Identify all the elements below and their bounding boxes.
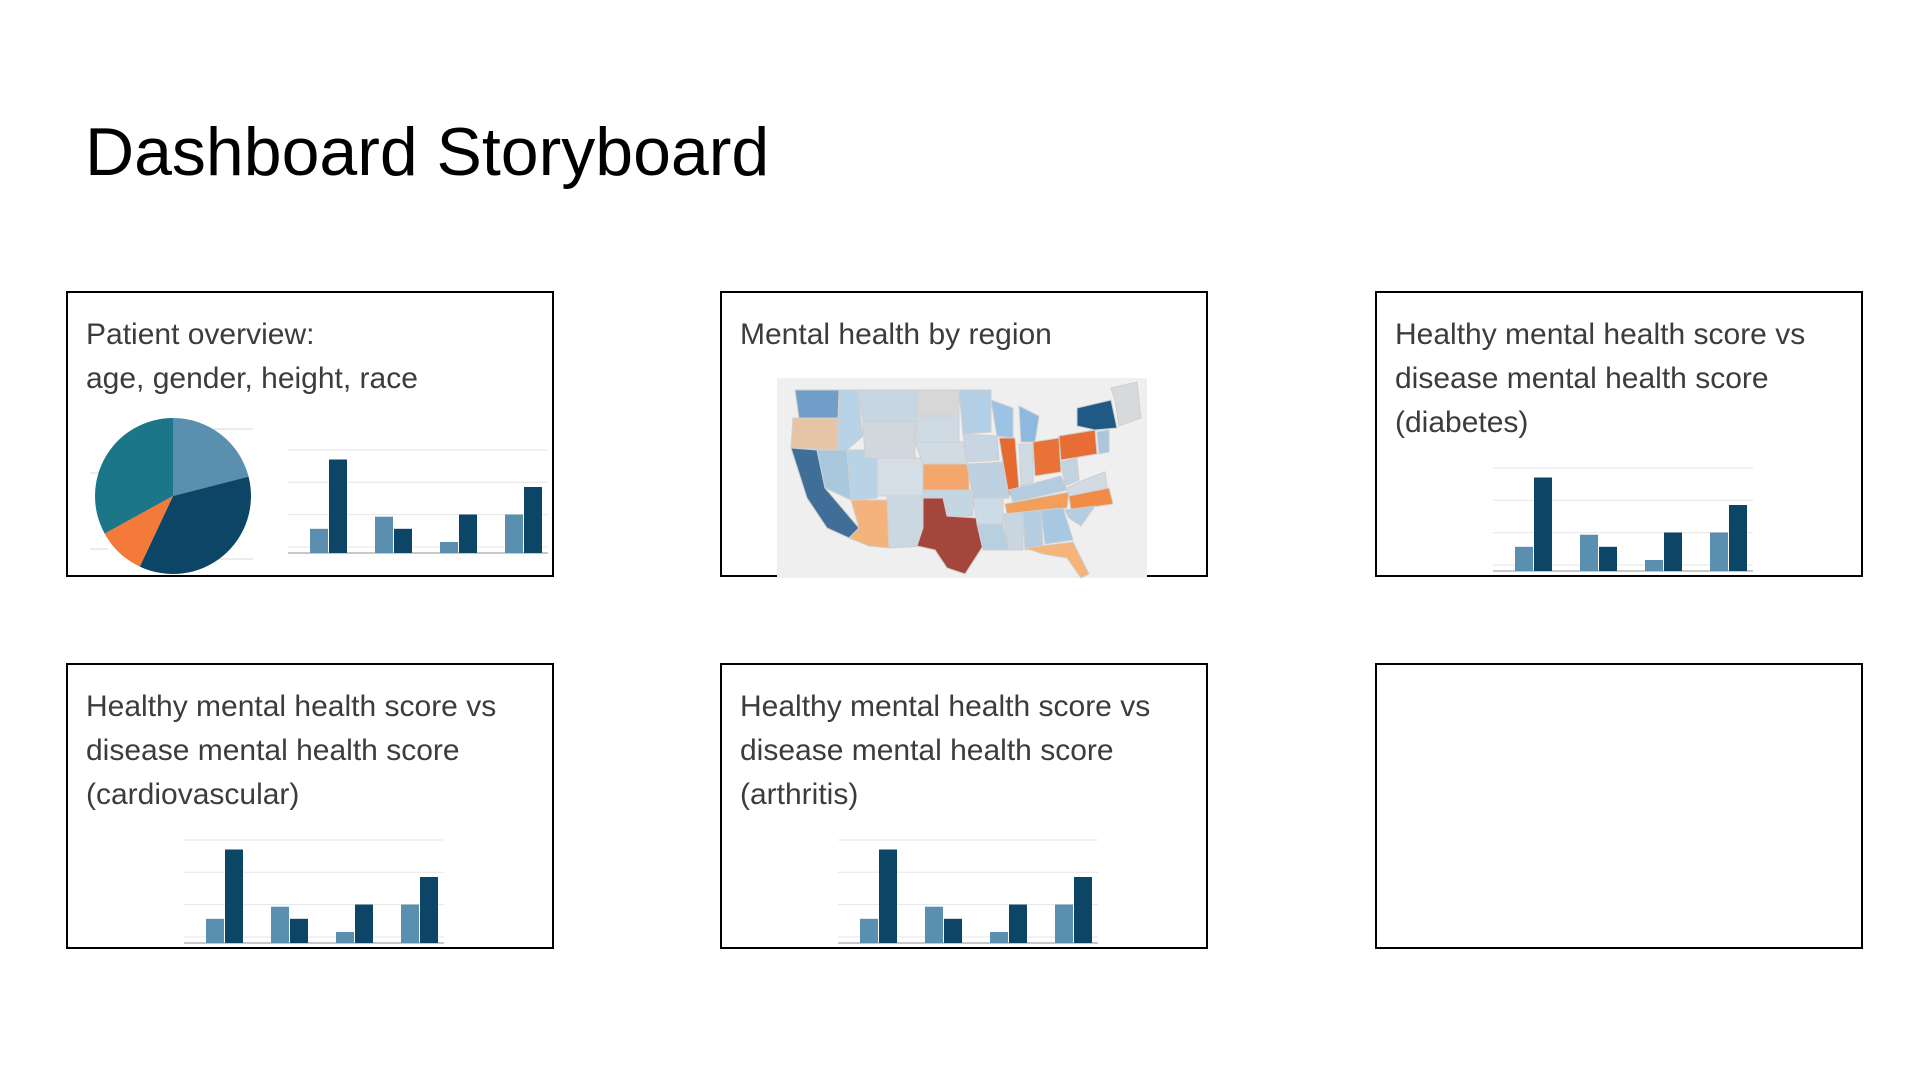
bar: [394, 528, 412, 553]
bar: [336, 932, 354, 943]
bar: [1009, 904, 1027, 943]
region-north-dakota: [916, 389, 960, 417]
bar: [879, 849, 897, 943]
region-new-mexico: [886, 495, 924, 549]
region-new-england: [1110, 381, 1142, 427]
bar: [290, 918, 308, 943]
region-louisiana: [976, 523, 1010, 551]
bar: [225, 849, 243, 943]
bar: [355, 904, 373, 943]
bar-chart: [1493, 467, 1753, 572]
bar: [505, 514, 523, 553]
region-new-jersey: [1096, 429, 1110, 455]
card-title-line: Healthy mental health score vs: [86, 690, 497, 723]
card-cardiovascular[interactable]: Healthy mental health score vs disease m…: [66, 663, 554, 949]
bar: [459, 514, 477, 553]
bar: [1664, 532, 1682, 571]
pie-slice: [173, 418, 249, 496]
bar: [420, 877, 438, 943]
card-title: Patient overview: age, gender, height, r…: [86, 313, 546, 401]
region-wyoming: [862, 421, 916, 459]
region-colorado: [876, 457, 924, 497]
card-patient-overview[interactable]: Patient overview: age, gender, height, r…: [66, 291, 554, 577]
region-north-carolina: [1068, 487, 1114, 511]
bar: [1645, 560, 1663, 571]
bar-chart: [184, 839, 444, 944]
card-title: Mental health by region: [740, 313, 1200, 357]
region-mississippi: [1002, 511, 1024, 551]
pie-slice: [94, 418, 173, 534]
bar: [401, 904, 419, 943]
card-title-line: Mental health by region: [740, 318, 1052, 351]
card-title: Healthy mental health score vs disease m…: [740, 685, 1200, 817]
region-idaho: [836, 389, 864, 451]
card-title-line: disease mental health score: [86, 734, 460, 767]
bar: [1710, 532, 1728, 571]
pie-chart: [90, 418, 253, 574]
bar: [1515, 546, 1533, 571]
region-nebraska: [914, 441, 968, 465]
bar: [1074, 877, 1092, 943]
card-empty[interactable]: [1375, 663, 1863, 949]
region-indiana: [1018, 443, 1034, 487]
region-pennsylvania: [1058, 429, 1098, 461]
region-south-dakota: [914, 415, 960, 443]
region-georgia: [1040, 507, 1074, 545]
bar: [990, 932, 1008, 943]
card-mental-health-by-region[interactable]: Mental health by region: [720, 291, 1208, 579]
bar: [1534, 477, 1552, 571]
us-choropleth-map: [777, 378, 1147, 579]
region-montana: [856, 389, 918, 423]
bar: [860, 918, 878, 943]
region-new-york: [1076, 399, 1118, 431]
card-arthritis[interactable]: Healthy mental health score vs disease m…: [720, 663, 1208, 949]
region-minnesota: [958, 389, 992, 435]
bar: [1599, 546, 1617, 571]
bar: [271, 906, 289, 943]
region-missouri: [966, 461, 1010, 499]
region-alabama: [1022, 509, 1044, 551]
pie-slice: [139, 476, 252, 574]
bar: [310, 528, 328, 553]
bar: [375, 516, 393, 553]
region-south-carolina: [1064, 505, 1097, 527]
bar-chart: [288, 449, 548, 554]
card-title-line: disease mental health score: [740, 734, 1114, 767]
page-title: Dashboard Storyboard: [85, 114, 770, 190]
card-title-line: Healthy mental health score vs: [740, 690, 1151, 723]
pie-slice: [104, 496, 173, 567]
bar-chart: [838, 839, 1098, 944]
region-arkansas: [972, 497, 1004, 525]
region-texas: [916, 497, 984, 575]
region-ohio: [1032, 437, 1062, 477]
card-title-line: (arthritis): [740, 778, 859, 811]
region-florida: [1024, 541, 1090, 579]
region-iowa: [962, 433, 1000, 463]
region-kansas: [922, 463, 970, 491]
bar: [1729, 505, 1747, 571]
card-title-line: (diabetes): [1395, 406, 1529, 439]
bar: [1055, 904, 1073, 943]
bar: [440, 542, 458, 553]
region-west-virginia: [1060, 457, 1080, 487]
bar: [944, 918, 962, 943]
card-title-line: (cardiovascular): [86, 778, 300, 811]
card-diabetes[interactable]: Healthy mental health score vs disease m…: [1375, 291, 1863, 577]
bar: [206, 918, 224, 943]
card-title: Healthy mental health score vs disease m…: [86, 685, 546, 817]
region-washington: [794, 389, 840, 419]
card-title: Healthy mental health score vs disease m…: [1395, 313, 1855, 445]
card-title-line: Patient overview:: [86, 318, 315, 351]
bar: [524, 487, 542, 553]
bar: [329, 459, 347, 553]
bar: [925, 906, 943, 943]
region-utah: [846, 449, 878, 501]
bar: [1580, 534, 1598, 571]
card-title-line: age, gender, height, race: [86, 362, 418, 395]
card-title-line: Healthy mental health score vs: [1395, 318, 1806, 351]
us-map-shape: [790, 381, 1142, 579]
card-title-line: disease mental health score: [1395, 362, 1769, 395]
region-oregon: [790, 417, 840, 451]
